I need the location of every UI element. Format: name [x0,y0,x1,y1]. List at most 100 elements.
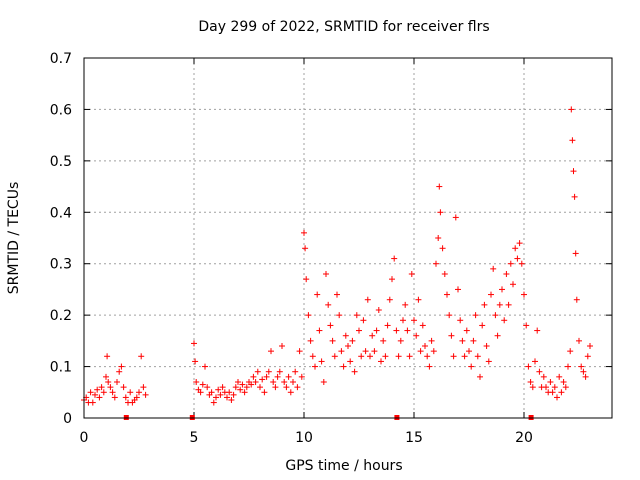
data-point [505,301,512,308]
data-point [461,353,468,360]
data-point [556,373,563,380]
data-point [413,332,420,339]
data-point [422,343,428,349]
data-point [529,384,536,391]
data-point [261,389,268,396]
data-point [320,379,327,385]
data-point [395,353,402,360]
data-point [439,245,446,252]
data-point [118,363,125,370]
data-point [111,394,118,401]
data-point [217,391,224,398]
data-point [259,376,266,383]
data-point [424,353,431,360]
data-point [572,250,579,257]
data-point [230,391,237,398]
data-point [257,384,263,391]
data-point [329,337,336,344]
data-point [382,353,389,360]
data-point [92,391,98,398]
data-point [232,384,239,391]
data-point [501,317,508,324]
data-point [105,379,112,385]
data-point [283,384,290,391]
data-point [397,337,404,344]
data-point [103,373,109,380]
data-point [250,373,257,380]
data-point [364,296,371,303]
data-point [547,379,554,385]
y-tick-label: 0.6 [50,102,72,118]
data-point [494,332,501,339]
data-point [235,379,241,385]
data-point [243,384,250,391]
data-point [307,337,314,344]
data-point [516,240,523,247]
data-points [81,106,593,406]
data-point [252,379,259,385]
data-point [367,353,373,360]
data-point [571,193,578,200]
data-point [389,276,395,283]
data-point [215,386,222,393]
data-point [202,363,208,370]
data-point [496,301,503,308]
data-point [318,358,325,365]
data-point [452,214,459,221]
data-point [248,381,255,388]
data-point [402,301,409,308]
data-point [417,348,424,355]
y-tick-label: 0.5 [50,154,72,170]
data-point [446,312,453,319]
data-point [404,327,411,334]
data-point [272,384,279,391]
data-point [292,368,299,375]
data-point [492,312,499,319]
data-point [568,106,575,113]
data-point [560,379,567,385]
data-point [419,322,426,329]
grid [84,58,612,418]
data-point [455,286,461,293]
data-point [309,353,316,360]
data-point [470,337,477,344]
data-point [521,291,527,298]
data-point [391,255,398,262]
data-point [116,368,123,375]
data-point [263,373,270,380]
data-point [532,358,538,365]
data-point [415,296,422,303]
data-point [468,363,475,370]
x-tick-label: 10 [295,430,313,446]
data-point [208,389,215,396]
data-point [314,291,321,298]
data-point [499,286,505,293]
data-point [435,235,442,241]
data-point [540,373,547,380]
data-point [578,363,585,370]
data-point [551,384,558,391]
data-point [378,358,384,365]
data-point [316,327,323,334]
data-point [393,327,400,334]
data-point [510,281,516,288]
data-point [507,260,514,267]
data-point [237,386,244,393]
data-point [380,337,387,344]
data-point [584,353,591,360]
plot-frame [83,57,613,419]
data-point [474,353,481,360]
data-point [587,343,593,349]
data-point [570,168,577,175]
data-point [459,337,466,344]
data-point [523,322,530,329]
data-point [127,389,134,396]
data-point [305,312,312,319]
data-point [457,317,464,324]
data-point [527,379,534,385]
data-point [375,307,382,313]
data-point [192,358,199,365]
data-point [114,379,120,385]
data-point [428,337,435,344]
data-point [503,271,510,277]
